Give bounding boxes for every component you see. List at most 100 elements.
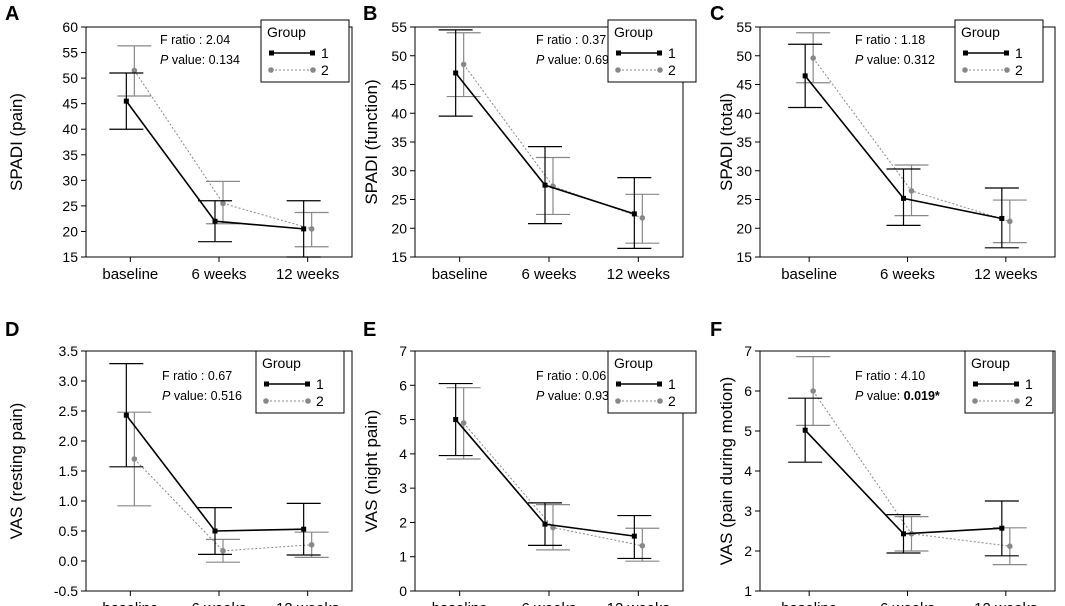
data-point <box>301 526 307 532</box>
p-symbol: P <box>536 389 545 403</box>
data-point <box>999 525 1005 531</box>
legend-marker <box>616 50 621 56</box>
data-point <box>460 61 467 68</box>
series-group-2 <box>796 32 1027 244</box>
f-ratio-text: F ratio : 2.04 <box>160 33 230 47</box>
y-tick-label: 1.5 <box>59 463 79 479</box>
legend-title: Group <box>262 355 301 371</box>
legend-box <box>964 350 1054 414</box>
legend-box <box>607 350 697 414</box>
y-axis-label: SPADI (function) <box>362 79 381 204</box>
legend: Group 12 <box>954 19 1044 83</box>
p-value-label: value: 0.516 <box>170 389 242 403</box>
legend-marker <box>615 398 621 404</box>
series-group-2 <box>117 45 329 248</box>
y-tick-label: 50 <box>62 70 78 86</box>
legend-entry-label: 1 <box>668 45 676 61</box>
panel-letter: F <box>710 319 722 341</box>
p-symbol: P <box>160 53 169 67</box>
y-tick-label: 25 <box>736 192 752 208</box>
legend-marker <box>1004 67 1010 73</box>
p-symbol: P <box>162 389 171 403</box>
x-tick-label: 12 weeks <box>607 600 670 606</box>
data-point <box>1007 218 1013 225</box>
y-tick-label: 0 <box>399 583 407 599</box>
x-tick-label: 12 weeks <box>276 266 339 283</box>
data-point <box>212 528 218 534</box>
x-tick-label: 6 weeks <box>521 600 576 606</box>
x-tick-label: 6 weeks <box>191 600 246 606</box>
data-point <box>542 521 548 527</box>
legend-title: Group <box>614 355 653 371</box>
data-point <box>901 531 906 537</box>
x-tick-label: 12 weeks <box>607 266 670 283</box>
y-axis-label: VAS (night pain) <box>362 410 381 533</box>
legend-marker <box>310 50 315 56</box>
y-axis-label: SPADI (total) <box>717 93 736 191</box>
p-value-label: value: 0.692 <box>544 53 616 67</box>
y-tick-label: 2.5 <box>59 403 79 419</box>
panel-letter: A <box>5 3 19 25</box>
legend-marker <box>972 398 978 404</box>
data-point <box>220 548 226 554</box>
y-tick-label: 4 <box>744 463 752 479</box>
y-tick-label: 55 <box>736 19 752 35</box>
f-ratio-text: F ratio : 1.18 <box>855 33 925 47</box>
y-tick-label: 15 <box>736 249 752 265</box>
y-tick-label: 35 <box>736 134 752 150</box>
y-tick-label: 20 <box>736 220 752 236</box>
y-tick-label: 35 <box>62 147 78 163</box>
data-point <box>631 211 637 217</box>
legend-entry-label: 1 <box>668 376 676 392</box>
f-ratio-text: F ratio : 0.67 <box>162 369 232 383</box>
data-point <box>639 215 646 221</box>
chart-panel-b: B 15 20 25 30 35 40 45 50 55 baseline 6 weeks 12 wee… <box>362 3 697 283</box>
legend-marker <box>973 381 978 387</box>
data-point <box>301 226 307 232</box>
y-tick-label: 3 <box>399 480 407 496</box>
y-tick-label: 4 <box>399 446 407 462</box>
legend-entry-label: 2 <box>1015 62 1023 78</box>
y-tick-label: 6 <box>744 383 752 399</box>
y-tick-label: 25 <box>391 192 407 208</box>
p-value-label: value: 0.134 <box>168 53 240 67</box>
y-tick-label: 15 <box>391 249 407 265</box>
y-tick-label: 15 <box>62 249 78 265</box>
series-group-1 <box>438 382 652 560</box>
x-tick-label: 6 weeks <box>521 266 576 283</box>
data-point <box>810 55 816 61</box>
chart-panel-d: D -0.5 0.0 0.5 1.0 1.5 2.0 2.5 3.0 3.5 baseline 6 w… <box>5 319 353 606</box>
legend-entry-label: 2 <box>668 393 676 409</box>
legend-marker <box>657 381 662 387</box>
f-ratio-text: F ratio : 4.10 <box>855 369 925 383</box>
legend: Group 12 <box>607 19 697 83</box>
panel-letter: B <box>363 3 377 25</box>
y-tick-label: 40 <box>736 105 752 121</box>
y-tick-label: 60 <box>62 19 78 35</box>
legend-title: Group <box>971 355 1010 371</box>
legend-entry-label: 1 <box>1015 45 1023 61</box>
data-point <box>802 427 808 433</box>
legend-entry-label: 2 <box>321 62 329 78</box>
legend-entry-label: 1 <box>1025 376 1033 392</box>
p-value-label: value: 0.937 <box>544 389 616 403</box>
p-value-label: value: <box>863 389 903 403</box>
f-ratio-text: F ratio : 0.37 <box>536 33 606 47</box>
y-tick-label: 50 <box>391 48 407 64</box>
data-point <box>123 412 129 418</box>
legend-box <box>255 350 345 414</box>
p-value-text: P value: 0.134 <box>160 53 240 67</box>
series-group-1 <box>438 29 652 249</box>
legend-marker <box>1014 381 1019 387</box>
series-line <box>133 70 312 230</box>
series-group-1 <box>109 72 321 258</box>
chart-panel-a: A 15 20 25 30 35 40 45 50 55 60 baseline 6 weeks 12 w… <box>5 3 353 283</box>
x-tick-label: 12 weeks <box>974 266 1037 283</box>
y-tick-label: 0.0 <box>59 553 79 569</box>
series-group-1 <box>109 363 321 556</box>
y-tick-label: 55 <box>62 45 78 61</box>
legend-marker <box>1014 398 1020 404</box>
x-tick-label: baseline <box>432 266 488 283</box>
data-point <box>131 456 138 462</box>
